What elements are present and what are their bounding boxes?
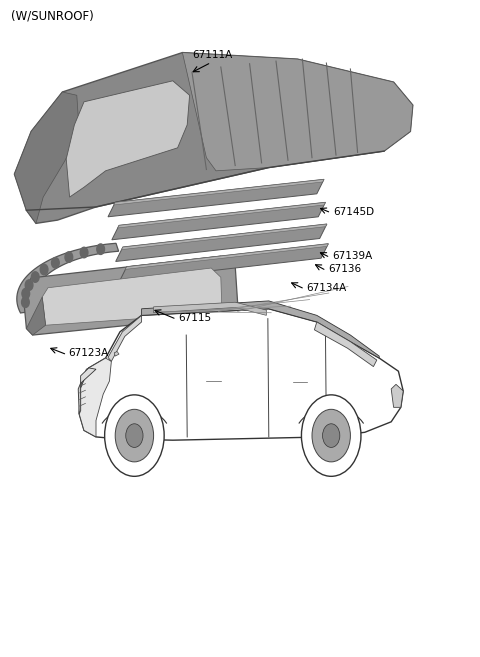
Polygon shape <box>108 315 142 361</box>
Polygon shape <box>114 179 324 205</box>
Circle shape <box>22 297 29 307</box>
Polygon shape <box>14 92 79 223</box>
Circle shape <box>25 280 33 290</box>
Polygon shape <box>142 301 379 358</box>
Polygon shape <box>81 368 96 388</box>
Text: 67136: 67136 <box>328 264 361 275</box>
Circle shape <box>301 395 361 476</box>
Polygon shape <box>118 202 325 228</box>
Polygon shape <box>108 179 324 217</box>
Circle shape <box>97 244 105 254</box>
Polygon shape <box>23 256 238 335</box>
Polygon shape <box>42 268 222 325</box>
Circle shape <box>126 424 143 447</box>
Polygon shape <box>114 351 119 356</box>
Polygon shape <box>314 322 377 367</box>
Polygon shape <box>17 243 119 313</box>
Polygon shape <box>78 368 89 414</box>
Polygon shape <box>112 202 325 240</box>
Polygon shape <box>182 53 413 171</box>
Circle shape <box>22 288 30 299</box>
Polygon shape <box>79 309 403 440</box>
Polygon shape <box>14 53 413 223</box>
Circle shape <box>312 409 350 462</box>
Circle shape <box>51 258 59 268</box>
Polygon shape <box>79 358 111 437</box>
Circle shape <box>105 395 164 476</box>
Polygon shape <box>120 244 328 281</box>
Text: 67145D: 67145D <box>334 206 375 217</box>
Text: (W/SUNROOF): (W/SUNROOF) <box>11 10 93 23</box>
Polygon shape <box>391 384 403 407</box>
Polygon shape <box>121 224 327 250</box>
Circle shape <box>65 252 72 262</box>
Polygon shape <box>125 244 328 269</box>
Circle shape <box>323 424 340 447</box>
Text: 67123A: 67123A <box>69 348 109 359</box>
Polygon shape <box>116 224 327 261</box>
Circle shape <box>115 409 154 462</box>
Polygon shape <box>66 81 190 197</box>
Text: 67139A: 67139A <box>332 251 372 261</box>
Circle shape <box>40 264 48 275</box>
Circle shape <box>80 247 88 258</box>
Polygon shape <box>154 302 266 315</box>
Circle shape <box>31 272 39 283</box>
Text: 67115: 67115 <box>179 313 212 323</box>
Polygon shape <box>26 297 46 335</box>
Text: 67111A: 67111A <box>192 51 233 60</box>
Text: 67134A: 67134A <box>306 283 347 293</box>
